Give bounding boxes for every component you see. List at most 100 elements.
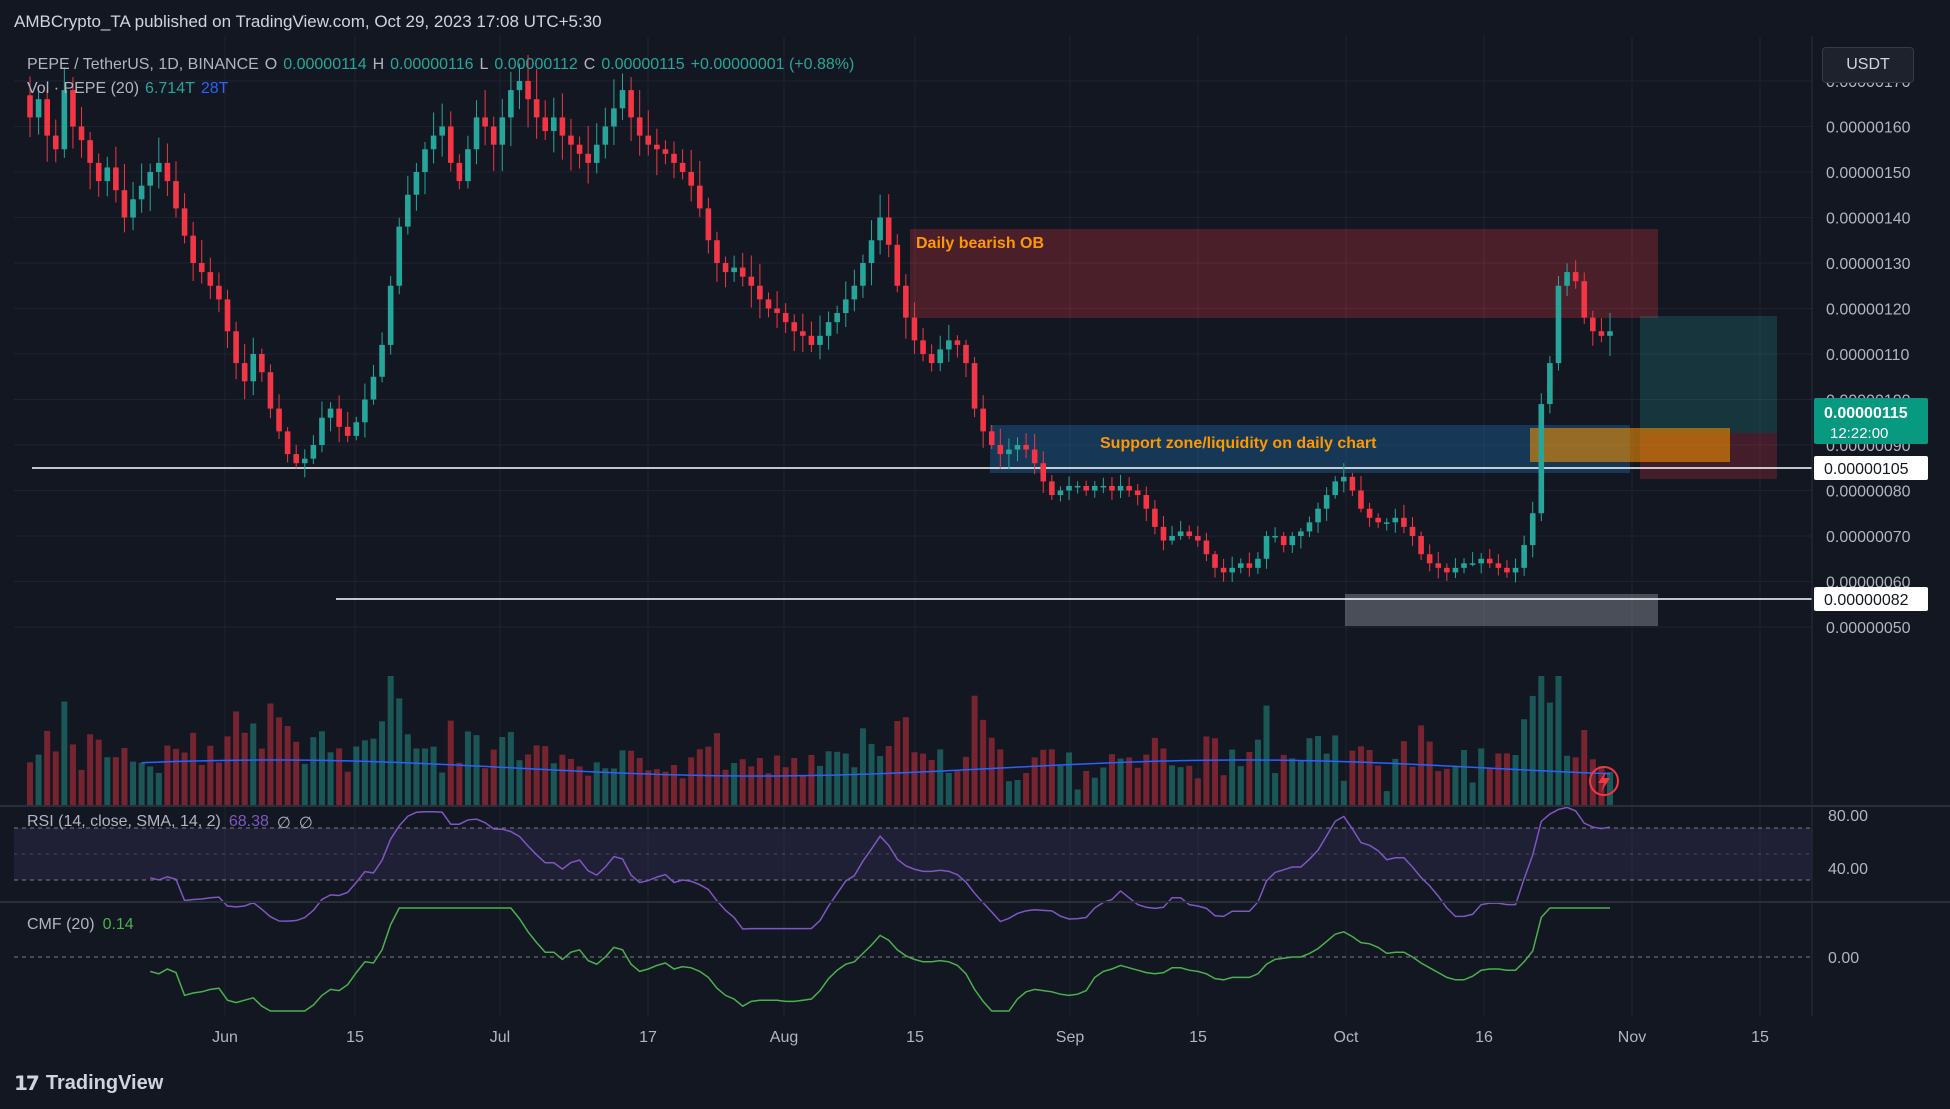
volume-bar bbox=[27, 762, 33, 806]
candle-down bbox=[181, 208, 188, 236]
volume-bar bbox=[851, 767, 858, 806]
volume-bar bbox=[1538, 676, 1545, 806]
candle-up bbox=[1469, 563, 1476, 565]
volume-bar bbox=[439, 772, 446, 806]
candle-up bbox=[301, 458, 308, 464]
candle-down bbox=[980, 408, 986, 432]
low-label: L bbox=[479, 56, 489, 73]
candle-up bbox=[1512, 567, 1519, 573]
lightning-icon[interactable] bbox=[1589, 766, 1619, 796]
candle-up bbox=[1169, 536, 1175, 541]
candle-up bbox=[877, 217, 883, 241]
volume-bar bbox=[138, 762, 145, 806]
candle-down bbox=[928, 354, 935, 364]
candle-down bbox=[525, 81, 531, 100]
volume-bar bbox=[1289, 758, 1296, 806]
candle-down bbox=[782, 313, 789, 323]
volume-bar bbox=[1426, 741, 1433, 806]
candle-down bbox=[1040, 463, 1047, 482]
candle-up bbox=[1177, 531, 1184, 536]
candle-up bbox=[1383, 522, 1390, 524]
volume-bar bbox=[713, 733, 720, 806]
rsi-tick-label: 40.00 bbox=[1828, 861, 1868, 878]
volume-bar bbox=[1572, 757, 1579, 806]
candle-up bbox=[834, 313, 840, 323]
volume-bar bbox=[172, 748, 179, 806]
volume-bar bbox=[1323, 753, 1330, 806]
volume-bar bbox=[301, 763, 308, 806]
volume-bar bbox=[1220, 775, 1227, 806]
chart-legend: PEPE / TetherUS, 1D, BINANCE O 0.00000114… bbox=[27, 53, 854, 101]
candle-up bbox=[413, 172, 420, 195]
volume-bar bbox=[619, 750, 626, 806]
volume-bar bbox=[336, 748, 343, 806]
volume-bar bbox=[35, 754, 42, 806]
x-tick-label: 15 bbox=[1751, 1029, 1769, 1046]
volume-bar bbox=[1263, 705, 1270, 806]
volume-bar bbox=[559, 754, 566, 806]
volume-bar bbox=[679, 778, 686, 806]
candle-down bbox=[1195, 536, 1201, 541]
volume-bar bbox=[1375, 765, 1382, 806]
volume-bar bbox=[215, 762, 222, 806]
volume-bar bbox=[456, 762, 463, 806]
candle-down bbox=[1280, 536, 1287, 546]
currency-unit-button[interactable]: USDT bbox=[1822, 47, 1914, 83]
candle-down bbox=[447, 126, 454, 163]
candle-up bbox=[1117, 485, 1124, 491]
candle-down bbox=[1220, 567, 1227, 573]
candle-down bbox=[1134, 490, 1141, 496]
close-value: 0.00000115 bbox=[601, 56, 685, 73]
volume-bar bbox=[370, 738, 377, 806]
candle-down bbox=[791, 322, 798, 332]
volume-bar bbox=[293, 741, 300, 806]
volume-bar bbox=[164, 745, 171, 806]
volume-bar bbox=[1589, 759, 1596, 806]
candle-up bbox=[1452, 567, 1459, 573]
candle-up bbox=[327, 408, 334, 418]
candle-down bbox=[722, 263, 729, 273]
chart-area[interactable]: 0.000001700.000001600.000001500.00000140… bbox=[0, 36, 1950, 1066]
candle-down bbox=[576, 144, 583, 154]
x-tick-label: 16 bbox=[1475, 1029, 1493, 1046]
y-tick-label: 0.00000130 bbox=[1826, 256, 1911, 273]
volume-bar bbox=[507, 732, 514, 806]
cmf-tick-label: 0.00 bbox=[1828, 950, 1859, 967]
candle-down bbox=[1143, 495, 1150, 509]
candle-up bbox=[1461, 563, 1467, 568]
volume-ma-value: 28T bbox=[200, 80, 229, 97]
volume-bar bbox=[1048, 749, 1055, 806]
candle-up bbox=[1315, 508, 1321, 523]
tradingview-footer[interactable]: 𝟭𝟳 TradingView bbox=[14, 1071, 163, 1096]
volume-bar bbox=[885, 745, 892, 806]
volume-bar bbox=[1126, 757, 1133, 806]
candle-up bbox=[138, 185, 145, 200]
volume-bar bbox=[250, 723, 257, 806]
candle-up bbox=[1066, 485, 1072, 491]
candle-down bbox=[198, 263, 205, 273]
candle-down bbox=[336, 408, 342, 427]
candle-down bbox=[714, 240, 720, 263]
candle-up bbox=[1323, 495, 1330, 509]
candle-down bbox=[1126, 485, 1132, 491]
volume-bar bbox=[894, 720, 901, 806]
volume-bar bbox=[1280, 754, 1287, 806]
volume-bar bbox=[911, 752, 918, 806]
candle-up bbox=[1478, 558, 1484, 564]
volume-bar bbox=[1272, 773, 1279, 806]
candle-up bbox=[465, 149, 471, 182]
volume-bar bbox=[1169, 765, 1176, 806]
volume-bar bbox=[962, 756, 969, 806]
price-chart-svg[interactable]: 0.000001700.000001600.000001500.00000140… bbox=[0, 36, 1950, 1066]
volume-bar bbox=[971, 695, 978, 806]
volume-bar bbox=[808, 754, 815, 806]
volume-bar bbox=[645, 770, 652, 806]
candle-up bbox=[619, 90, 626, 109]
candle-down bbox=[1186, 531, 1193, 536]
volume-bar bbox=[585, 775, 592, 806]
candle-down bbox=[1444, 567, 1450, 573]
volume-bar bbox=[1512, 755, 1519, 806]
volume-bar bbox=[1177, 767, 1184, 806]
volume-bar bbox=[276, 717, 283, 806]
volume-bar bbox=[499, 737, 506, 806]
